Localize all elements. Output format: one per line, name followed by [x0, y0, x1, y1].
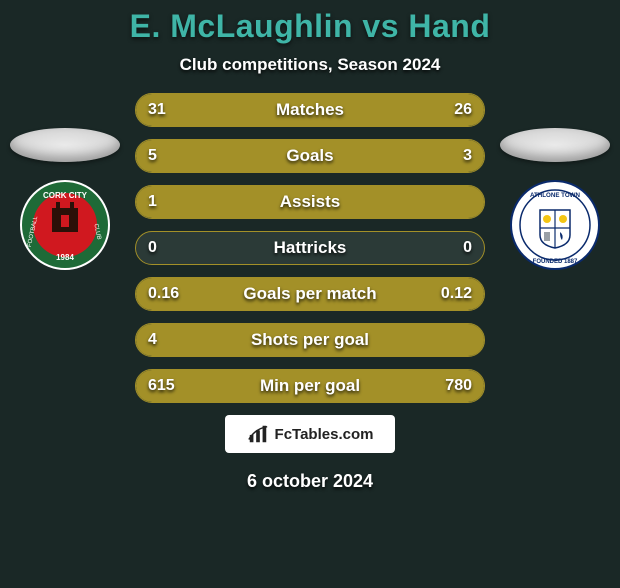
- stat-value-right: 0: [463, 232, 472, 264]
- right-club-crest: ATHLONE TOWN FOUNDED 1887: [510, 180, 600, 270]
- date-text: 6 october 2024: [0, 471, 620, 492]
- stat-row: 3126Matches: [135, 93, 485, 127]
- stat-fill-left: [136, 140, 352, 172]
- left-club-crest: CORK CITY 1984 FOOTBALL CLUB: [20, 180, 110, 270]
- stat-row: 0.160.12Goals per match: [135, 277, 485, 311]
- stat-label: Hattricks: [136, 232, 484, 264]
- fctables-logo: FcTables.com: [225, 415, 395, 453]
- athlone-town-crest-icon: ATHLONE TOWN FOUNDED 1887: [510, 180, 600, 270]
- page-title: E. McLaughlin vs Hand: [0, 8, 620, 45]
- stat-row: 53Goals: [135, 139, 485, 173]
- stat-row: 1Assists: [135, 185, 485, 219]
- stat-row: 0 0Hattricks: [135, 231, 485, 265]
- logo-text: FcTables.com: [275, 426, 374, 443]
- stat-fill-left: [136, 324, 484, 356]
- svg-text:FOUNDED 1887: FOUNDED 1887: [533, 259, 578, 265]
- stat-value-left: 0: [148, 232, 157, 264]
- stat-row: 4Shots per goal: [135, 323, 485, 357]
- pedestal-ellipse: [10, 128, 120, 162]
- stat-fill-right: [334, 278, 484, 310]
- stat-row: 615780Min per goal: [135, 369, 485, 403]
- subtitle: Club competitions, Season 2024: [0, 55, 620, 75]
- svg-text:ATHLONE TOWN: ATHLONE TOWN: [530, 192, 580, 199]
- stats-container: 3126Matches 53Goals 1Assists 0 0Hattricks 0.1…: [135, 93, 485, 403]
- stat-fill-right: [352, 140, 484, 172]
- stat-fill-right: [289, 370, 484, 402]
- svg-text:1984: 1984: [56, 253, 74, 262]
- stat-fill-left: [136, 370, 289, 402]
- stat-fill-right: [324, 94, 484, 126]
- stat-fill-left: [136, 94, 324, 126]
- right-club-badge: ATHLONE TOWN FOUNDED 1887: [500, 128, 610, 270]
- cork-city-crest-icon: CORK CITY 1984 FOOTBALL CLUB: [20, 180, 110, 270]
- pedestal-ellipse: [500, 128, 610, 162]
- left-club-badge: CORK CITY 1984 FOOTBALL CLUB: [10, 128, 120, 270]
- svg-text:CORK CITY: CORK CITY: [43, 191, 88, 200]
- stat-fill-left: [136, 186, 484, 218]
- stat-fill-left: [136, 278, 334, 310]
- bar-chart-icon: [247, 423, 269, 445]
